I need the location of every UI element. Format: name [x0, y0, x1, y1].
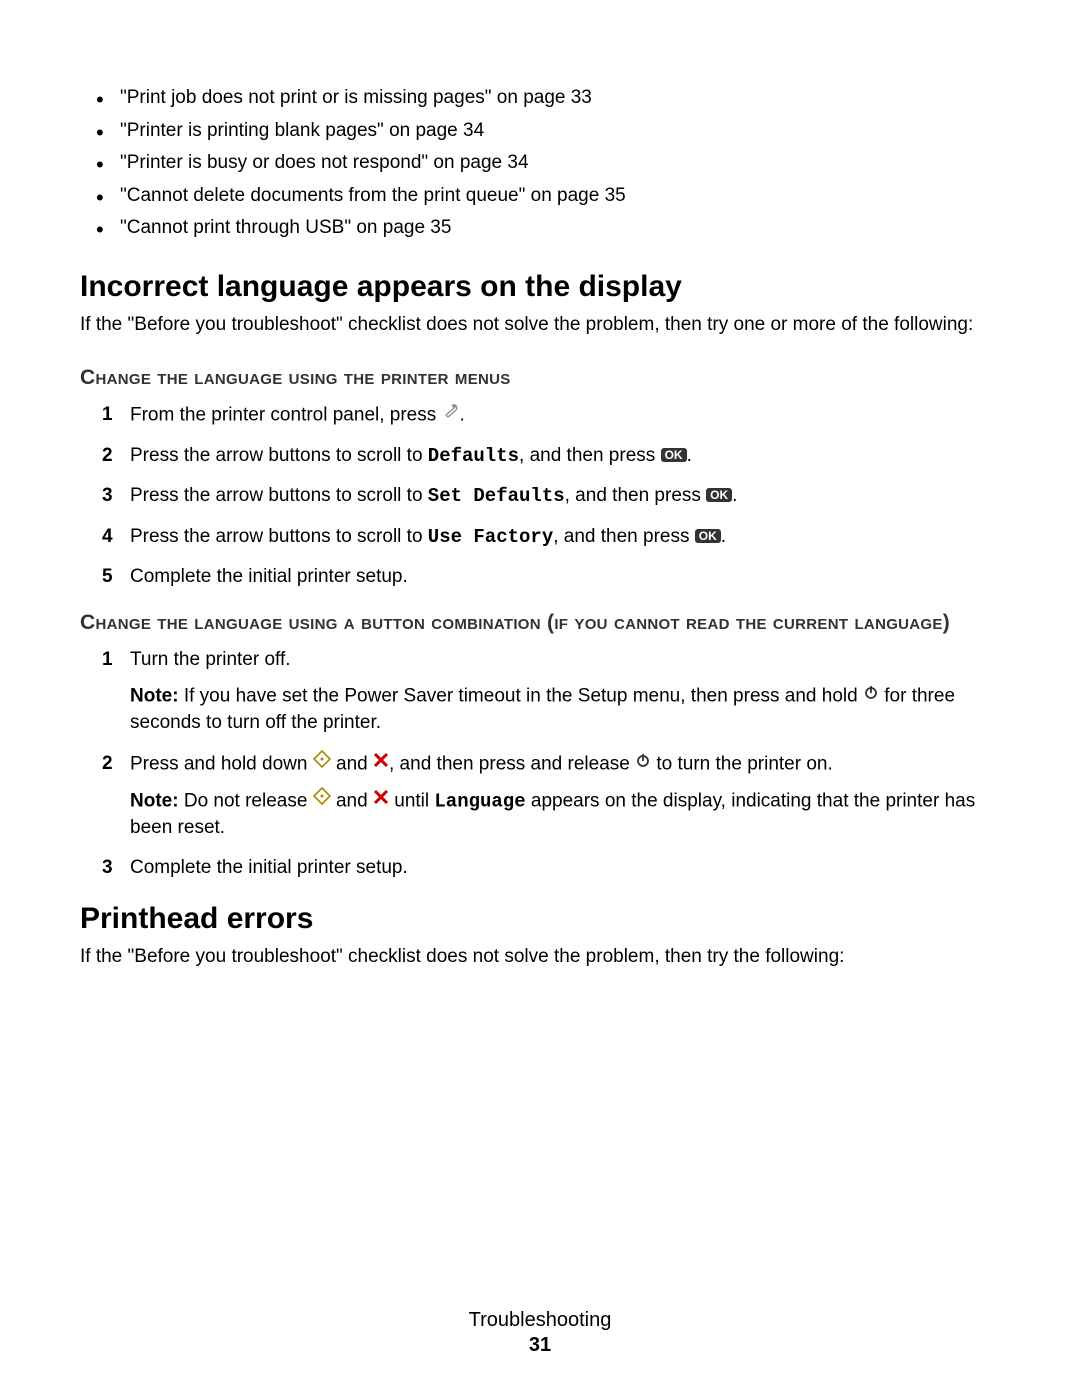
mono-text: Language: [434, 790, 525, 812]
page: "Print job does not print or is missing …: [0, 0, 1080, 1397]
steps-list-menus: From the printer control panel, press . …: [80, 402, 1000, 591]
list-item: "Print job does not print or is missing …: [120, 85, 1000, 112]
list-item: "Printer is busy or does not respond" on…: [120, 150, 1000, 177]
mono-text: Use Factory: [428, 526, 553, 548]
mono-text: Defaults: [428, 445, 519, 467]
page-footer: Troubleshooting 31: [0, 1309, 1080, 1357]
step-text: , and then press and release: [389, 753, 635, 774]
footer-title: Troubleshooting: [0, 1309, 1080, 1332]
note-text: until: [389, 790, 434, 811]
power-icon: [863, 682, 879, 709]
step-text: .: [721, 526, 726, 547]
step-text: Press and hold down: [130, 753, 313, 774]
steps-list-button-combo: Turn the printer off. Note: If you have …: [80, 647, 1000, 882]
section-intro: If the "Before you troubleshoot" checkli…: [80, 944, 1000, 970]
step-text: .: [732, 485, 737, 506]
step-text: Press the arrow buttons to scroll to: [130, 526, 428, 547]
ok-button-icon: OK: [661, 448, 687, 462]
step-item: Turn the printer off. Note: If you have …: [130, 647, 1000, 737]
section-intro: If the "Before you troubleshoot" checkli…: [80, 312, 1000, 338]
step-item: Press and hold down and , and then press…: [130, 751, 1000, 841]
subsection-heading-button-combo: Change the language using a button combi…: [80, 611, 1000, 635]
power-icon: [635, 750, 651, 777]
step-text: , and then press: [553, 526, 695, 547]
list-item: "Cannot delete documents from the print …: [120, 183, 1000, 210]
diamond-icon: [313, 750, 331, 777]
step-text: to turn the printer on.: [651, 753, 833, 774]
cross-reference-list: "Print job does not print or is missing …: [80, 85, 1000, 242]
section-heading-printhead: Printhead errors: [80, 902, 1000, 936]
ok-button-icon: OK: [706, 488, 732, 502]
step-text: Turn the printer off.: [130, 649, 291, 670]
note-text: Do not release: [179, 790, 313, 811]
step-text: From the printer control panel, press: [130, 404, 442, 425]
step-text: and: [331, 753, 373, 774]
step-item: Press the arrow buttons to scroll to Set…: [130, 483, 1000, 510]
list-item: "Printer is printing blank pages" on pag…: [120, 118, 1000, 145]
step-text: Press the arrow buttons to scroll to: [130, 445, 428, 466]
x-icon: [373, 750, 389, 777]
wrench-icon: [442, 401, 460, 428]
note-label: Note:: [130, 790, 179, 811]
step-item: Complete the initial printer setup.: [130, 855, 1000, 882]
subsection-heading-menus: Change the language using the printer me…: [80, 366, 1000, 390]
step-item: Press the arrow buttons to scroll to Use…: [130, 524, 1000, 551]
footer-page-number: 31: [0, 1334, 1080, 1357]
diamond-icon: [313, 787, 331, 814]
step-text: , and then press: [565, 485, 707, 506]
note: Note: If you have set the Power Saver ti…: [130, 683, 1000, 737]
step-text: .: [687, 445, 692, 466]
step-item: From the printer control panel, press .: [130, 402, 1000, 429]
note-label: Note:: [130, 686, 179, 707]
note: Note: Do not release and until Language …: [130, 788, 1000, 842]
step-item: Press the arrow buttons to scroll to Def…: [130, 443, 1000, 470]
list-item: "Cannot print through USB" on page 35: [120, 215, 1000, 242]
section-heading-language: Incorrect language appears on the displa…: [80, 270, 1000, 304]
note-text: and: [331, 790, 373, 811]
step-text: Press the arrow buttons to scroll to: [130, 485, 428, 506]
step-text: , and then press: [519, 445, 661, 466]
step-item: Complete the initial printer setup.: [130, 564, 1000, 591]
x-icon: [373, 787, 389, 814]
note-text: If you have set the Power Saver timeout …: [179, 686, 863, 707]
ok-button-icon: OK: [695, 529, 721, 543]
mono-text: Set Defaults: [428, 485, 565, 507]
step-text: .: [460, 404, 465, 425]
